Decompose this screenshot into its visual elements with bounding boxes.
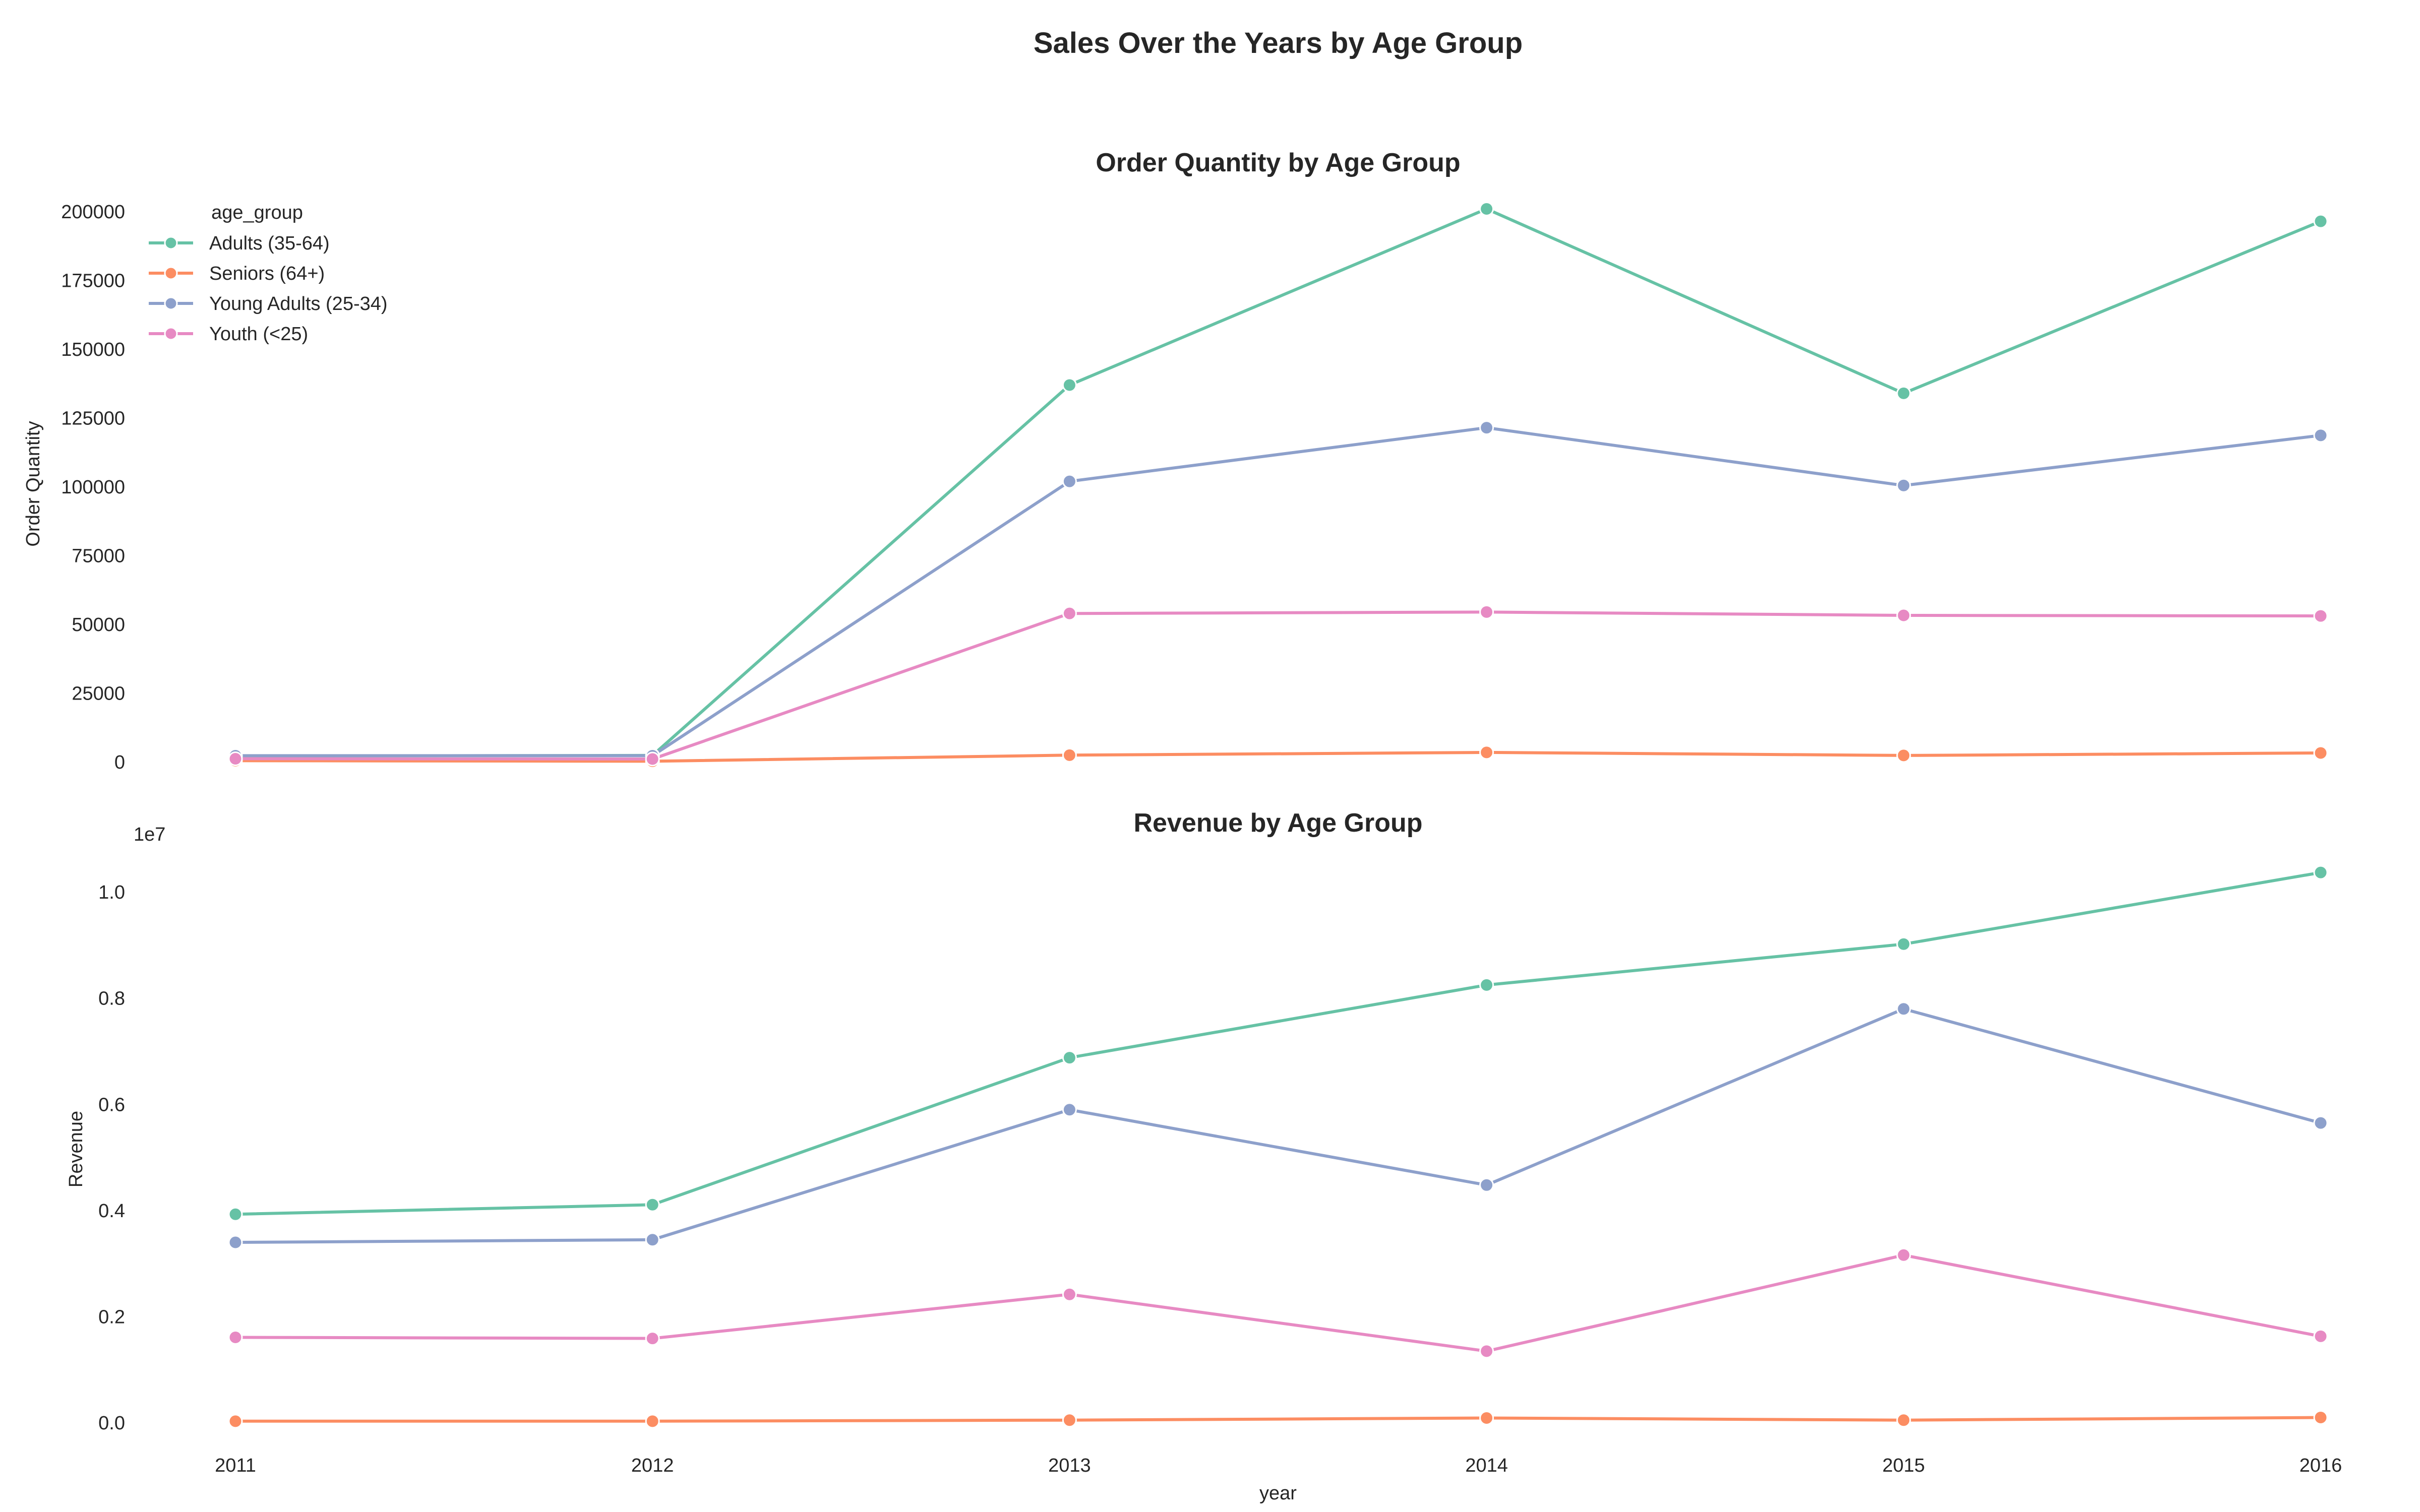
order-quantity-y-ticks: 0 25000 50000 75000 100000 125000 150000 175000… xyxy=(61,202,125,773)
revenue-y-tick-label: 0.6 xyxy=(98,1094,125,1115)
order-quantity-line-young-adults-25-34 xyxy=(234,426,2322,758)
order-quantity-point-adults-35-64 xyxy=(1479,202,1494,217)
revenue-point-young-adults-25-34 xyxy=(228,1235,243,1250)
revenue-point-youth-25 xyxy=(1479,1344,1494,1359)
order-quantity-title: Order Quantity by Age Group xyxy=(1096,148,1460,177)
revenue-y-ticks: 0.0 0.2 0.4 0.6 0.8 1.0 xyxy=(98,882,125,1434)
order-quantity-y-tick-label: 150000 xyxy=(61,339,125,360)
x-tick-label: 2012 xyxy=(631,1455,674,1476)
revenue-point-young-adults-25-34 xyxy=(2313,1115,2328,1130)
order-quantity-line-adults-35-64 xyxy=(234,207,2322,758)
order-quantity-y-tick-label: 100000 xyxy=(61,477,125,498)
order-quantity-y-tick-label: 25000 xyxy=(72,683,125,705)
revenue-line-young-adults-25-34 xyxy=(234,1007,2322,1244)
revenue-point-young-adults-25-34 xyxy=(1062,1102,1077,1117)
revenue-point-youth-25 xyxy=(2313,1329,2328,1344)
revenue-points xyxy=(228,865,2328,1429)
revenue-point-young-adults-25-34 xyxy=(1896,1001,1911,1017)
revenue-point-seniors-64 xyxy=(228,1414,243,1429)
revenue-lines xyxy=(234,871,2322,1423)
order-quantity-lines xyxy=(234,207,2322,763)
revenue-point-adults-35-64 xyxy=(2313,865,2328,880)
order-quantity-point-youth-25 xyxy=(1896,608,1911,623)
legend-marker-adults-35-64 xyxy=(164,236,178,250)
revenue-y-tick-label: 0.2 xyxy=(98,1306,125,1328)
legend-label-youth-25: Youth (<25) xyxy=(209,324,308,345)
figure-title: Sales Over the Years by Age Group xyxy=(1034,27,1523,59)
order-quantity-point-youth-25 xyxy=(2313,608,2328,623)
revenue-point-adults-35-64 xyxy=(228,1207,243,1222)
order-quantity-point-young-adults-25-34 xyxy=(1479,420,1494,435)
revenue-y-tick-label: 0.0 xyxy=(98,1413,125,1434)
revenue-point-youth-25 xyxy=(1062,1287,1077,1302)
x-tick-label: 2016 xyxy=(2300,1455,2342,1476)
order-quantity-y-tick-label: 50000 xyxy=(72,614,125,636)
order-quantity-y-tick-label: 125000 xyxy=(61,408,125,429)
legend-label-adults-35-64: Adults (35-64) xyxy=(209,233,330,254)
order-quantity-panel: Order Quantity by Age Group Order Quanti… xyxy=(23,148,2328,773)
order-quantity-point-adults-35-64 xyxy=(2313,214,2328,229)
order-quantity-point-seniors-64 xyxy=(2313,745,2328,761)
legend-entries: Adults (35-64) Seniors (64+) Young Adults … xyxy=(149,233,388,345)
legend-marker-seniors-64 xyxy=(164,266,178,280)
revenue-offset-text: 1e7 xyxy=(134,824,165,845)
revenue-line-seniors-64 xyxy=(234,1416,2322,1423)
order-quantity-point-youth-25 xyxy=(1062,606,1077,621)
order-quantity-y-tick-label: 175000 xyxy=(61,271,125,292)
revenue-panel: Revenue by Age Group 1e7 Revenue 0.00.20… xyxy=(66,808,2342,1504)
order-quantity-point-youth-25 xyxy=(228,751,243,766)
revenue-point-seniors-64 xyxy=(1479,1411,1494,1426)
order-quantity-y-tick-label: 75000 xyxy=(72,546,125,567)
revenue-point-adults-35-64 xyxy=(1479,977,1494,992)
x-tick-label: 2013 xyxy=(1048,1455,1091,1476)
legend-marker-youth-25 xyxy=(164,327,178,341)
legend-marker-young-adults-25-34 xyxy=(164,296,178,310)
revenue-line-youth-25 xyxy=(234,1253,2322,1353)
x-axis-label: year xyxy=(1259,1483,1297,1504)
revenue-point-seniors-64 xyxy=(1062,1413,1077,1428)
revenue-title: Revenue by Age Group xyxy=(1133,808,1422,838)
order-quantity-y-tick-label: 0 xyxy=(114,752,125,773)
revenue-point-adults-35-64 xyxy=(645,1197,660,1212)
revenue-y-tick-label: 0.4 xyxy=(98,1201,125,1222)
order-quantity-point-young-adults-25-34 xyxy=(2313,428,2328,443)
revenue-point-seniors-64 xyxy=(645,1414,660,1429)
revenue-point-seniors-64 xyxy=(1896,1413,1911,1428)
order-quantity-point-young-adults-25-34 xyxy=(1896,478,1911,493)
revenue-y-tick-label: 1.0 xyxy=(98,882,125,903)
x-tick-label: 2011 xyxy=(215,1455,256,1476)
order-quantity-line-youth-25 xyxy=(234,610,2322,761)
x-tick-label: 2014 xyxy=(1465,1455,1508,1476)
revenue-point-youth-25 xyxy=(1896,1247,1911,1263)
order-quantity-point-adults-35-64 xyxy=(1896,386,1911,401)
legend-label-seniors-64: Seniors (64+) xyxy=(209,263,325,284)
order-quantity-point-adults-35-64 xyxy=(1062,377,1077,393)
order-quantity-point-seniors-64 xyxy=(1479,745,1494,760)
legend: age_group Adults (35-64) Seniors (64+) You… xyxy=(149,202,388,345)
revenue-point-adults-35-64 xyxy=(1062,1050,1077,1065)
revenue-line-adults-35-64 xyxy=(234,871,2322,1216)
order-quantity-point-youth-25 xyxy=(1479,604,1494,619)
order-quantity-line-seniors-64 xyxy=(234,750,2322,763)
revenue-point-youth-25 xyxy=(645,1331,660,1346)
order-quantity-point-seniors-64 xyxy=(1896,748,1911,763)
legend-title: age_group xyxy=(211,202,303,223)
revenue-y-tick-label: 0.8 xyxy=(98,988,125,1010)
order-quantity-y-tick-label: 200000 xyxy=(61,202,125,223)
order-quantity-y-label: Order Quantity xyxy=(23,421,44,546)
revenue-y-label: Revenue xyxy=(66,1111,87,1187)
x-tick-label: 2015 xyxy=(1883,1455,1925,1476)
order-quantity-point-seniors-64 xyxy=(1062,747,1077,763)
revenue-point-adults-35-64 xyxy=(1896,936,1911,952)
order-quantity-points xyxy=(228,202,2328,769)
revenue-x-ticks: 2011 2012 2013 2014 2015 2016 xyxy=(215,1455,2342,1476)
order-quantity-point-youth-25 xyxy=(645,751,660,767)
order-quantity-point-young-adults-25-34 xyxy=(1062,474,1077,489)
revenue-point-young-adults-25-34 xyxy=(645,1232,660,1247)
revenue-point-seniors-64 xyxy=(2313,1410,2328,1425)
revenue-point-young-adults-25-34 xyxy=(1479,1177,1494,1192)
revenue-point-youth-25 xyxy=(228,1330,243,1345)
legend-label-young-adults-25-34: Young Adults (25-34) xyxy=(209,293,388,314)
